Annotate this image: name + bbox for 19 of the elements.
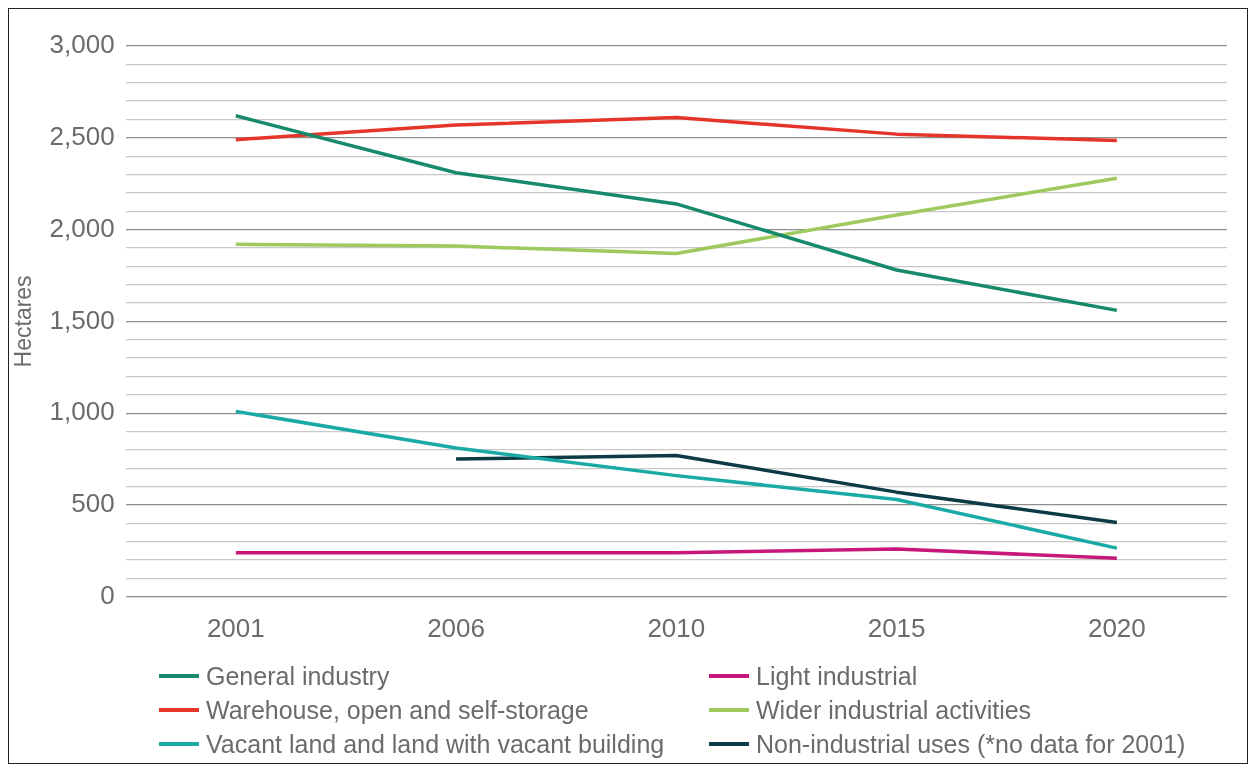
y-tick-label: 2,500 (49, 120, 115, 151)
y-tick-label: 1,000 (49, 396, 115, 427)
y-axis-title: Hectares (10, 275, 37, 368)
legend-label: Warehouse, open and self-storage (206, 695, 589, 725)
x-tick-label: 2020 (1087, 612, 1146, 643)
x-tick-label: 2006 (427, 612, 485, 643)
y-tick-label: 0 (100, 579, 115, 610)
x-tick-label: 2010 (647, 612, 706, 643)
legend-label: Light industrial (756, 661, 918, 691)
x-tick-label: 2001 (206, 612, 265, 643)
legend-label: General industry (206, 661, 390, 691)
y-tick-label: 2,000 (49, 212, 115, 243)
y-tick-label: 500 (71, 488, 115, 519)
legend-label: Non-industrial uses (*no data for 2001) (756, 729, 1186, 759)
legend-label: Wider industrial activities (756, 695, 1032, 725)
x-tick-label: 2015 (867, 612, 926, 643)
y-tick-label: 3,000 (49, 29, 115, 60)
legend-label: Vacant land and land with vacant building (206, 729, 665, 759)
y-tick-label: 1,500 (49, 304, 115, 335)
